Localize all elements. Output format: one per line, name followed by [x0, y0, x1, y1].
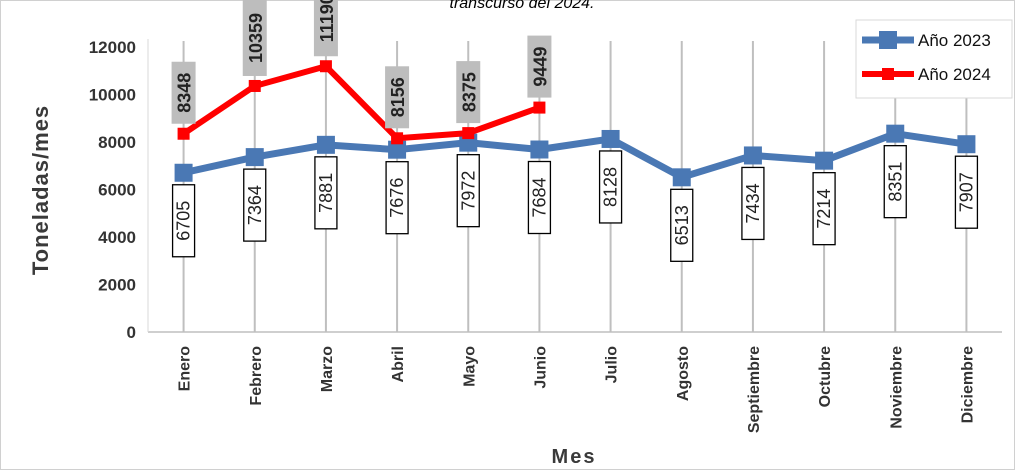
series-2024-marker: [319, 60, 332, 73]
series-2023-line: [182, 130, 967, 181]
x-tick-label: Abril: [390, 346, 407, 382]
series-2024-marker: [533, 101, 546, 114]
data-label-2023: 7676: [387, 178, 407, 218]
data-label-2024: 11190: [317, 0, 337, 42]
axes-layer: [147, 39, 1002, 333]
series-2024-marker: [391, 132, 404, 145]
data-label-2023: 7364: [245, 185, 265, 225]
data-label-box-2023: [598, 150, 623, 224]
y-tick-label: 4000: [98, 228, 136, 247]
x-tick-label: Diciembre: [959, 346, 976, 423]
series-2023-marker: [886, 124, 905, 143]
series-2023-marker: [530, 140, 549, 159]
data-label-2023: 8351: [885, 162, 905, 202]
legend: Año 2023 Año 2024: [855, 19, 1013, 99]
y-tick-label: 12000: [89, 38, 136, 57]
data-label-2023: 7907: [956, 172, 976, 212]
tick-layer: 0 2000 4000 6000 8000 10000 12000 Enero Febrero M…: [89, 38, 977, 433]
data-label-box-2024: [456, 61, 481, 124]
legend-swatch-marker: [879, 31, 897, 49]
data-label-2024: 8156: [388, 77, 408, 117]
series-2024-marker: [177, 127, 190, 140]
y-tick-label: 8000: [98, 133, 136, 152]
y-tick-label: 10000: [89, 86, 136, 105]
data-label-2024: 9449: [530, 47, 550, 87]
x-tick-label: Junio: [532, 346, 549, 389]
data-label-box-2024: [527, 35, 552, 98]
data-label-box-2023: [954, 155, 979, 229]
y-tick-label: 0: [127, 323, 136, 342]
data-label-box-2023: [741, 166, 765, 241]
data-label-box-2023: [527, 160, 552, 235]
data-label-2023: 7684: [529, 177, 549, 217]
x-tick-label: Noviembre: [888, 346, 905, 429]
series-2024-marker: [248, 79, 261, 92]
chart-title: transcurso del 2024.: [450, 0, 595, 12]
data-label-2023: 7881: [316, 173, 336, 213]
data-label-2024: 8348: [175, 73, 195, 113]
data-label-box-2024: [385, 66, 410, 129]
series-2023-marker: [388, 140, 407, 159]
data-label-2023: 7434: [743, 183, 763, 223]
series-2023-marker: [815, 151, 834, 170]
data-label-box-2024: [171, 61, 196, 124]
data-label-box-2024: [242, 0, 267, 76]
data-label-box-2023: [314, 156, 338, 230]
series-2023-marker: [957, 135, 976, 154]
legend-entry: Año 2024: [918, 65, 991, 84]
data-label-2023: 6705: [174, 201, 194, 241]
y-tick-label: 2000: [98, 276, 136, 295]
series-2023-marker: [174, 163, 193, 182]
x-tick-label: Febrero: [248, 346, 265, 406]
y-tick-label: 6000: [98, 181, 136, 200]
series-2023-marker: [316, 135, 335, 154]
data-label-2024: 8375: [459, 72, 479, 112]
x-tick-label: Mayo: [461, 346, 478, 387]
data-label-box-2023: [385, 161, 409, 235]
data-label-box-2023: [243, 168, 267, 242]
series-2024-marker: [462, 127, 475, 140]
series-2023-marker: [743, 146, 762, 165]
legend-swatch-marker: [882, 68, 894, 80]
series-2024-line: [181, 63, 541, 142]
data-label-layer: 6705 7364 7881 7676 7972 7684 8128 6513 7434 7214…: [171, 0, 979, 262]
data-label-2023: 8128: [601, 167, 621, 207]
data-label-box-2023: [670, 188, 694, 262]
series-2023-marker: [672, 168, 691, 187]
y-axis-label-group: Toneladas/mes: [28, 105, 53, 275]
x-tick-label: Julio: [604, 346, 621, 384]
series-2023-marker: [601, 129, 620, 148]
series-2023-marker: [245, 148, 264, 167]
data-label-box-2023: [456, 154, 480, 228]
data-label-2023: 6513: [672, 205, 692, 245]
data-label-box-2023: [171, 184, 196, 258]
x-tick-label: Agosto: [675, 346, 692, 401]
x-axis-label: Mes: [552, 446, 597, 468]
series-layer: [174, 60, 976, 187]
data-label-2024: 10359: [246, 13, 266, 63]
data-label-box-2023: [883, 145, 907, 219]
legend-entry: Año 2023: [918, 31, 991, 50]
data-label-box-2023: [812, 172, 836, 246]
y-axis-label: Toneladas/mes: [28, 105, 53, 275]
x-tick-label: Septiembre: [746, 346, 763, 433]
x-tick-label: Marzo: [319, 346, 336, 392]
x-tick-label: Octubre: [817, 346, 834, 407]
data-label-2023: 7972: [458, 171, 478, 211]
x-tick-label: Enero: [177, 346, 194, 392]
data-label-box-2024: [313, 0, 338, 57]
data-label-2023: 7214: [814, 189, 834, 229]
